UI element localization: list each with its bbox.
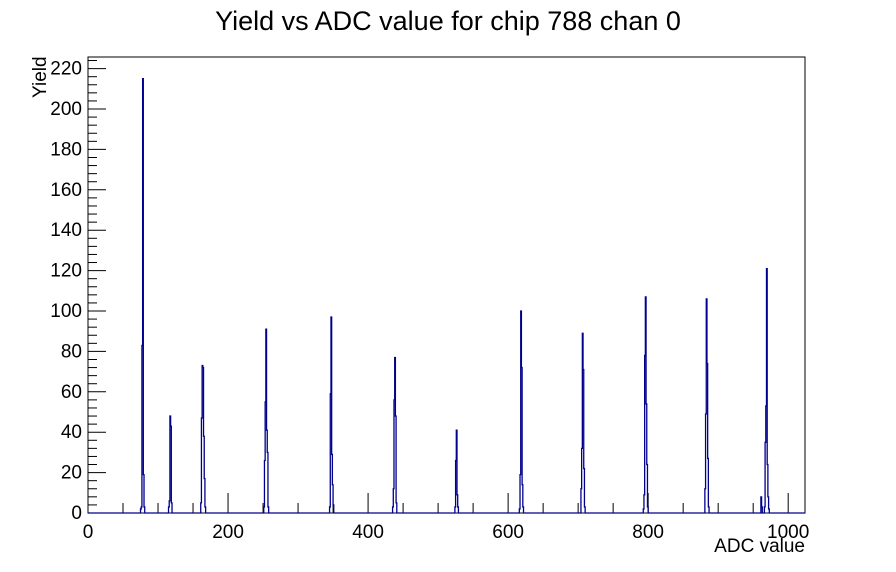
histogram-line: [88, 78, 805, 514]
axis-frame: [87, 56, 806, 514]
y-tick-label: 160: [50, 180, 82, 201]
x-tick-label: 0: [83, 522, 94, 543]
chart-title: Yield vs ADC value for chip 788 chan 0: [215, 6, 681, 36]
y-tick-label: 220: [50, 59, 82, 80]
y-tick-label: 100: [50, 301, 82, 322]
y-tick-label: 180: [50, 139, 82, 160]
x-tick-label: 400: [352, 522, 384, 543]
y-axis-title: Yield: [30, 56, 51, 98]
y-tick-label: 60: [61, 382, 82, 403]
y-tick-label: 120: [50, 261, 82, 282]
y-tick-label: 0: [71, 503, 82, 524]
y-tick-label: 140: [50, 220, 82, 241]
x-tick-label: 800: [632, 522, 664, 543]
x-axis-title: ADC value: [714, 536, 805, 557]
y-tick-label: 20: [61, 463, 82, 484]
x-tick-label: 1000: [767, 522, 809, 543]
y-tick-label: 80: [61, 341, 82, 362]
x-tick-label: 600: [492, 522, 524, 543]
y-tick-label: 200: [50, 99, 82, 120]
y-tick-label: 40: [61, 422, 82, 443]
x-tick-label: 200: [212, 522, 244, 543]
